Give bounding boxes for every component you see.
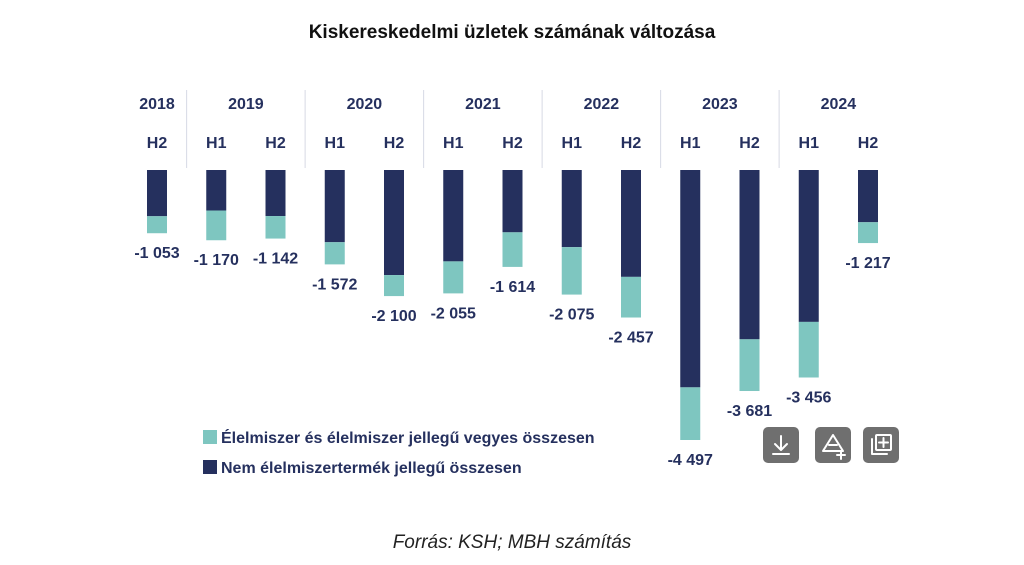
- bar-nonfood-2019-H2: [265, 170, 286, 217]
- total-label-2023-H2: -3 681: [727, 403, 772, 420]
- bar-nonfood-2022-H2: [621, 170, 641, 277]
- half-label-2023-H1: H1: [680, 135, 701, 152]
- tool-button-bg: [863, 427, 899, 463]
- download-button[interactable]: [763, 427, 799, 463]
- half-label-2021-H2: H2: [502, 135, 523, 152]
- bar-nonfood-2022-H1: [561, 170, 582, 248]
- bar-nonfood-2023-H1: [680, 170, 701, 388]
- half-label-2024-H2: H2: [858, 135, 879, 152]
- bar-nonfood-2024-H1: [798, 170, 819, 322]
- half-label-2019-H2: H2: [265, 135, 286, 152]
- bar-nonfood-2019-H1: [206, 170, 227, 211]
- total-label-2021-H2: -1 614: [490, 279, 535, 296]
- total-label-2019-H1: -1 170: [194, 252, 239, 269]
- source-note: Forrás: KSH; MBH számítás: [393, 532, 632, 553]
- bars: [147, 170, 878, 440]
- total-label-2018-H2: -1 053: [134, 245, 179, 262]
- total-label-2019-H2: -1 142: [253, 251, 298, 268]
- total-label-2022-H1: -2 075: [549, 307, 594, 324]
- bar-food-2020-H2: [384, 275, 404, 297]
- bar-food-2024-H2: [858, 222, 878, 244]
- bar-food-2023-H1: [680, 387, 701, 440]
- half-label-2020-H2: H2: [384, 135, 405, 152]
- add-chart-button[interactable]: [815, 427, 851, 463]
- bar-nonfood-2018-H2: [147, 170, 167, 217]
- legend-label-food: Élelmiszer és élelmiszer jellegű vegyes …: [221, 428, 595, 447]
- chart-toolbar: [763, 427, 899, 463]
- total-label-2021-H1: -2 055: [431, 305, 476, 322]
- legend-swatch-nonfood: [203, 460, 217, 474]
- total-label-2020-H1: -1 572: [312, 276, 357, 293]
- bar-food-2024-H1: [798, 321, 819, 378]
- total-label-2024-H2: -1 217: [845, 255, 890, 272]
- bar-food-2018-H2: [147, 216, 167, 234]
- add-chart-icon: [822, 434, 846, 460]
- bar-nonfood-2021-H1: [443, 170, 464, 262]
- bar-food-2021-H2: [502, 232, 523, 267]
- bar-nonfood-2020-H2: [384, 170, 404, 276]
- year-label-2024: 2024: [821, 96, 857, 113]
- legend-label-nonfood: Nem élelmiszertermék jellegű összesen: [221, 460, 522, 477]
- legend-swatch-food: [203, 430, 217, 444]
- legend: Élelmiszer és élelmiszer jellegű vegyes …: [203, 428, 595, 477]
- total-label-2020-H2: -2 100: [371, 308, 416, 325]
- add-to-collection-button[interactable]: [863, 427, 899, 463]
- add-to-collection-icon: [871, 434, 892, 455]
- bar-food-2019-H2: [265, 216, 286, 239]
- bar-food-2019-H1: [206, 210, 227, 241]
- total-label-2022-H2: -2 457: [608, 330, 653, 347]
- half-label-2018-H2: H2: [147, 135, 168, 152]
- period-header: 2018 2019 2020 2021 2022 2023 2024 H2 H1 H2 H1 H2 H1…: [139, 90, 878, 168]
- bar-nonfood-2023-H2: [739, 170, 760, 340]
- half-label-2024-H1: H1: [799, 135, 820, 152]
- bar-nonfood-2021-H2: [502, 170, 523, 233]
- half-label-2019-H1: H1: [206, 135, 227, 152]
- year-label-2018: 2018: [139, 96, 175, 113]
- year-label-2021: 2021: [465, 96, 501, 113]
- bar-food-2021-H1: [443, 261, 464, 294]
- value-labels: -1 053 -1 170 -1 142 -1 572 -2 100 -2 055 -1 6…: [134, 245, 890, 469]
- bar-nonfood-2024-H2: [858, 170, 878, 223]
- bar-food-2023-H2: [739, 339, 760, 392]
- total-label-2023-H1: -4 497: [668, 452, 713, 469]
- bar-food-2022-H1: [561, 247, 582, 295]
- chart-title: Kiskereskedelmi üzletek számának változá…: [309, 22, 716, 43]
- total-label-2024-H1: -3 456: [786, 389, 831, 406]
- half-label-2022-H1: H1: [562, 135, 583, 152]
- year-label-2020: 2020: [347, 96, 383, 113]
- download-icon: [772, 435, 790, 455]
- bar-food-2022-H2: [621, 276, 641, 318]
- bar-nonfood-2020-H1: [324, 170, 345, 243]
- half-label-2021-H1: H1: [443, 135, 464, 152]
- half-label-2020-H1: H1: [325, 135, 346, 152]
- half-label-2022-H2: H2: [621, 135, 642, 152]
- half-label-2023-H2: H2: [739, 135, 760, 152]
- bar-food-2020-H1: [324, 242, 345, 265]
- year-label-2022: 2022: [584, 96, 620, 113]
- year-label-2019: 2019: [228, 96, 264, 113]
- year-label-2023: 2023: [702, 96, 738, 113]
